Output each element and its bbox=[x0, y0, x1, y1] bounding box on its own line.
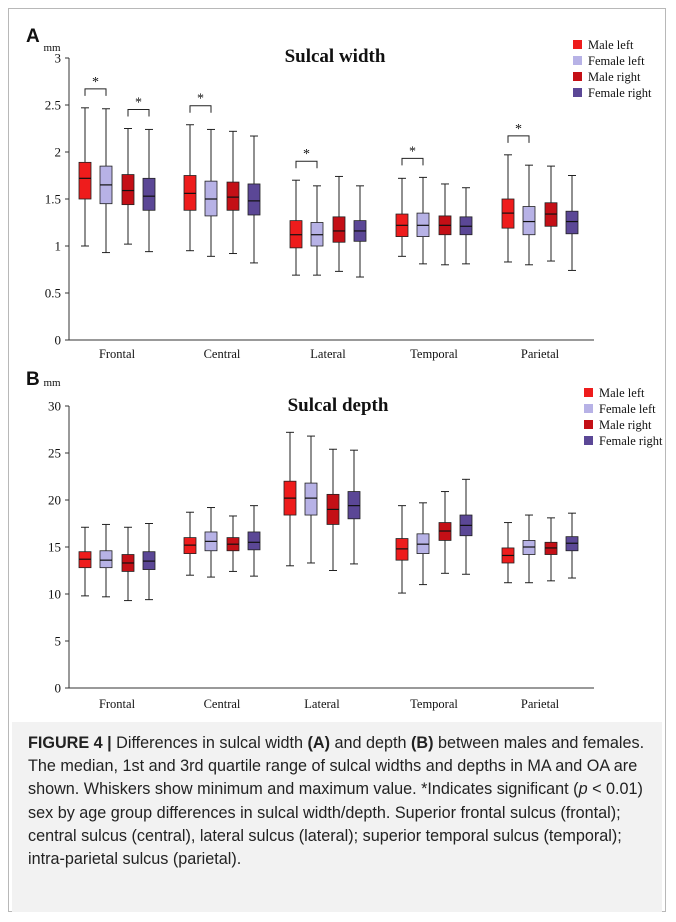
x-category-label: Central bbox=[204, 347, 241, 361]
significance-bracket bbox=[127, 109, 150, 117]
box-female-left bbox=[304, 482, 318, 516]
caption-text-3: between males and females. The median, 1… bbox=[28, 734, 645, 799]
box-female-right bbox=[565, 210, 579, 235]
sulcal-width-chart: 0 0.5 1 1.5 2 2.5 3mm Sulcal width Frontal Centra… bbox=[43, 38, 652, 361]
y-axis-unit: mm bbox=[43, 42, 61, 54]
y-tick-label: 1 bbox=[55, 239, 62, 254]
y-tick-label: 3 bbox=[55, 51, 62, 66]
box-male-left bbox=[78, 161, 92, 200]
x-category-label: Central bbox=[204, 697, 241, 711]
y-tick-label: 5 bbox=[55, 634, 62, 649]
significance-bracket bbox=[401, 157, 424, 166]
legend-label: Female left bbox=[588, 54, 645, 68]
significance-marker: * bbox=[135, 96, 142, 111]
sulcal-depth-chart: 0 5 10 15 20 25 30 mm Sulcal depth Frontal Central… bbox=[43, 377, 663, 711]
y-tick-label: 1.5 bbox=[45, 192, 61, 207]
chart-title: Sulcal depth bbox=[288, 395, 389, 416]
legend-label: Female right bbox=[588, 86, 652, 100]
legend-swatch bbox=[584, 436, 593, 445]
significance-marker: * bbox=[515, 122, 522, 137]
legend-swatch bbox=[573, 40, 582, 49]
box-female-right bbox=[247, 531, 261, 551]
significance-marker: * bbox=[409, 144, 416, 159]
y-tick-label: 15 bbox=[48, 540, 61, 555]
y-tick-label: 30 bbox=[48, 399, 61, 414]
y-tick-label: 2 bbox=[55, 145, 62, 160]
legend-label: Female right bbox=[599, 434, 663, 448]
x-category-label: Temporal bbox=[410, 697, 458, 711]
caption-text-2: and depth bbox=[330, 734, 412, 752]
x-category-label: Temporal bbox=[410, 347, 458, 361]
caption-text-4: < 0.01) sex by age group differences in … bbox=[28, 780, 643, 869]
y-tick-label: 20 bbox=[48, 493, 61, 508]
box-female-left bbox=[522, 206, 536, 236]
y-tick-label: 25 bbox=[48, 446, 61, 461]
significance-bracket bbox=[189, 105, 212, 113]
legend-label: Male right bbox=[599, 418, 652, 432]
y-axis-unit: mm bbox=[43, 377, 61, 389]
significance-marker: * bbox=[92, 75, 99, 90]
box-female-right bbox=[142, 177, 156, 211]
legend-swatch bbox=[584, 388, 593, 397]
x-category-label: Parietal bbox=[521, 347, 560, 361]
legend-swatch bbox=[584, 404, 593, 413]
box-male-right bbox=[332, 216, 346, 243]
y-tick-label: 10 bbox=[48, 587, 61, 602]
significance-bracket bbox=[295, 160, 318, 169]
box-female-right bbox=[247, 183, 261, 216]
caption-bold-a: (A) bbox=[307, 734, 331, 752]
legend-swatch bbox=[573, 72, 582, 81]
box-male-right bbox=[226, 181, 240, 211]
legend-label: Female left bbox=[599, 402, 656, 416]
x-category-label: Lateral bbox=[304, 697, 340, 711]
figure-caption: FIGURE 4 | Differences in sulcal width (… bbox=[12, 722, 662, 912]
legend-label: Male left bbox=[588, 38, 634, 52]
legend-label: Male left bbox=[599, 386, 645, 400]
x-category-label: Parietal bbox=[521, 697, 560, 711]
panel-b-letter: B bbox=[26, 369, 40, 390]
caption-italic-p: p bbox=[578, 780, 588, 799]
box-male-right bbox=[121, 174, 135, 206]
box-female-left bbox=[99, 550, 113, 569]
caption-text-1: Differences in sulcal width bbox=[111, 734, 308, 752]
x-category-label: Lateral bbox=[310, 347, 346, 361]
significance-bracket bbox=[507, 135, 530, 143]
legend-swatch bbox=[584, 420, 593, 429]
y-tick-label: 0 bbox=[55, 333, 62, 348]
x-category-label: Frontal bbox=[99, 697, 136, 711]
legend-swatch bbox=[573, 88, 582, 97]
chart-title: Sulcal width bbox=[285, 46, 386, 67]
significance-marker: * bbox=[303, 147, 310, 162]
x-category-label: Frontal bbox=[99, 347, 136, 361]
caption-label: FIGURE 4 | bbox=[28, 734, 112, 752]
y-tick-label: 2.5 bbox=[45, 98, 61, 113]
y-tick-label: 0.5 bbox=[45, 286, 61, 301]
panel-a-letter: A bbox=[26, 26, 40, 47]
legend-label: Male right bbox=[588, 70, 641, 84]
legend-swatch bbox=[573, 56, 582, 65]
significance-bracket bbox=[84, 88, 107, 96]
y-tick-label: 0 bbox=[55, 681, 62, 696]
caption-bold-b: (B) bbox=[411, 734, 434, 752]
significance-marker: * bbox=[197, 92, 204, 107]
